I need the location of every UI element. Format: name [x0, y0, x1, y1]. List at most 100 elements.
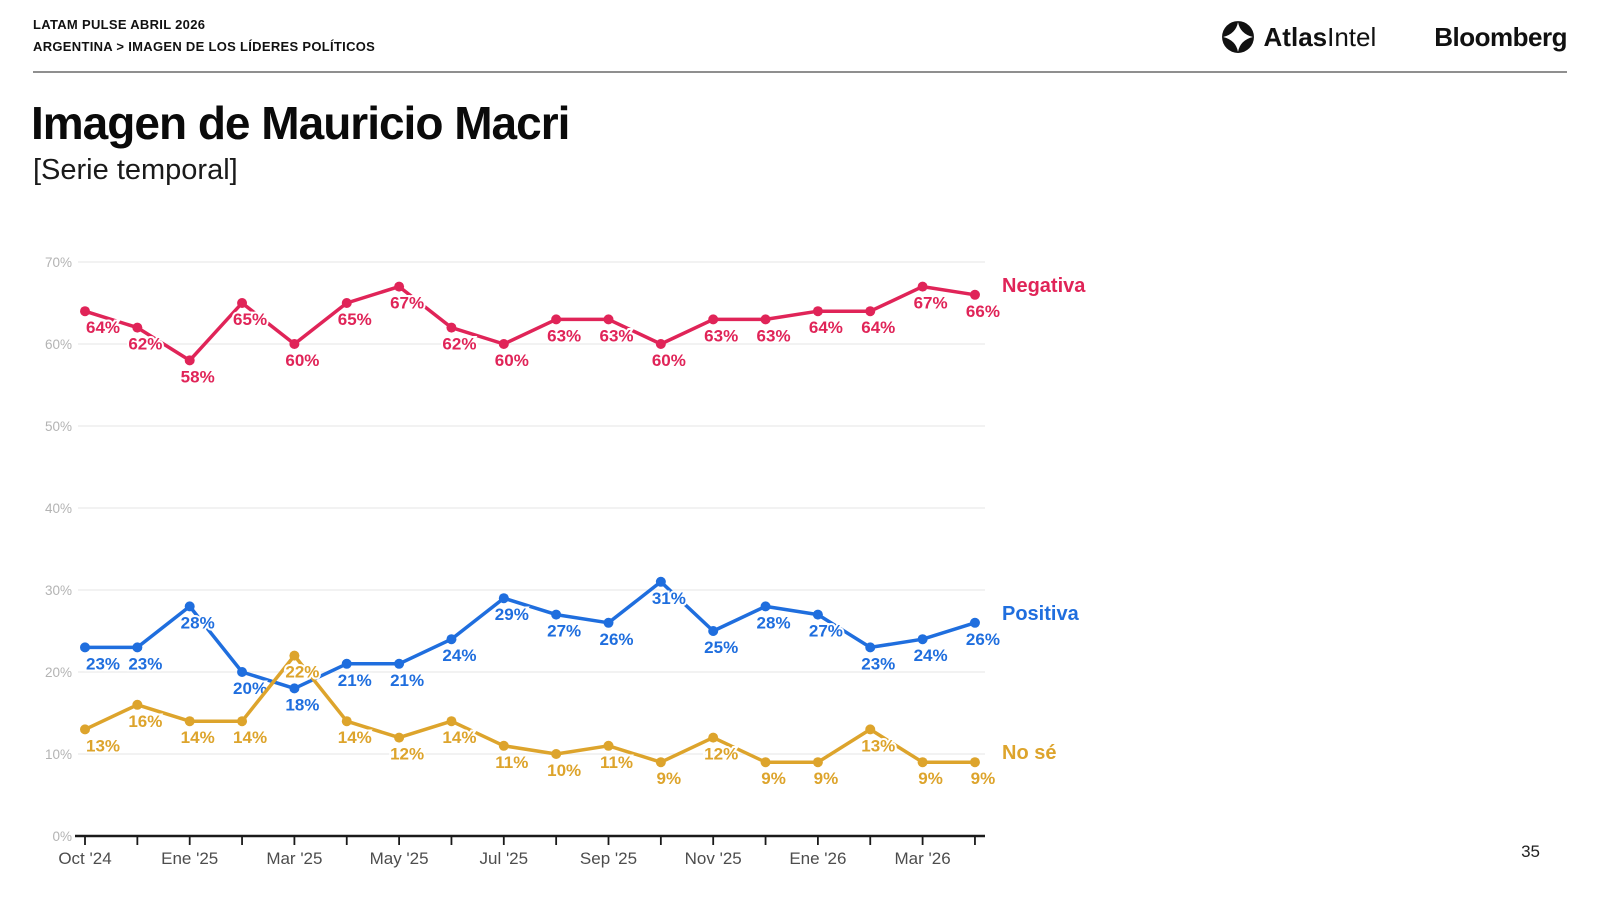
- value-label: 18%: [285, 695, 319, 714]
- value-label: 13%: [861, 736, 895, 755]
- value-label: 14%: [442, 728, 476, 747]
- value-label: 66%: [966, 302, 1000, 321]
- value-label: 64%: [86, 318, 120, 337]
- y-axis-label: 70%: [45, 255, 72, 270]
- data-point: [655, 339, 666, 349]
- value-label: 21%: [390, 671, 424, 690]
- value-label: 12%: [390, 745, 424, 764]
- data-point: [289, 650, 300, 661]
- data-point: [708, 626, 719, 636]
- y-axis-label: 30%: [45, 583, 72, 598]
- data-point: [812, 306, 823, 317]
- x-axis-label: Mar '26: [895, 849, 951, 868]
- legend-label: No sé: [1002, 742, 1056, 764]
- x-axis-label: Ene '25: [161, 849, 218, 868]
- data-point: [865, 724, 876, 735]
- data-point: [760, 757, 771, 768]
- y-axis-label: 50%: [45, 419, 72, 434]
- report-kicker: LATAM PULSE ABRIL 2026 ARGENTINA > IMAGE…: [33, 14, 375, 58]
- data-point: [917, 634, 928, 645]
- data-point: [446, 322, 457, 333]
- value-label: 26%: [966, 630, 1000, 649]
- data-point: [237, 298, 248, 308]
- legend-label: Positiva: [1002, 603, 1080, 625]
- time-series-chart: 0% 10% 20% 30% 40% 50% 60% 70% Oct '24 Ene '25 Mar…: [0, 230, 1100, 890]
- atlasintel-icon: [1221, 21, 1254, 53]
- value-label: 31%: [652, 589, 686, 608]
- page-subtitle: [Serie temporal]: [33, 154, 238, 186]
- data-point: [498, 593, 509, 604]
- value-label: 23%: [861, 654, 895, 673]
- series-line: [84, 284, 976, 363]
- atlasintel-logo: AtlasIntel: [1221, 20, 1377, 54]
- series-line: [85, 580, 976, 691]
- data-point: [708, 732, 719, 743]
- data-point: [446, 634, 457, 645]
- value-label: 60%: [495, 351, 529, 370]
- x-axis-label: Sep '25: [580, 849, 637, 868]
- data-point: [917, 757, 928, 768]
- value-label: 10%: [547, 761, 581, 780]
- atlasintel-wordmark: AtlasIntel: [1263, 21, 1377, 52]
- value-label: 67%: [914, 294, 948, 313]
- data-point: [237, 667, 248, 677]
- x-axis-label: Oct '24: [58, 849, 111, 868]
- value-label: 65%: [338, 310, 372, 329]
- value-label: 9%: [918, 769, 943, 788]
- value-label: 67%: [390, 294, 424, 313]
- data-point: [760, 601, 771, 612]
- bloomberg-logo: Bloomberg: [1434, 21, 1567, 52]
- value-label: 25%: [704, 638, 738, 657]
- series-no-sé: 13% 16% 14% 14% 22% 14% 12% 14% 11% 10% 11% 9% 12% 9%…: [80, 650, 1056, 790]
- data-point: [812, 609, 823, 620]
- data-point: [551, 314, 562, 325]
- data-point: [551, 749, 562, 759]
- x-axis-label: May '25: [370, 849, 429, 868]
- value-label: 9%: [761, 769, 786, 788]
- data-point: [603, 617, 614, 628]
- value-label: 11%: [600, 753, 633, 772]
- y-axis-label: 40%: [45, 501, 72, 516]
- data-point: [394, 658, 405, 669]
- value-label: 63%: [757, 326, 791, 345]
- value-label: 63%: [599, 326, 633, 345]
- data-point: [603, 740, 614, 751]
- y-axis-label: 20%: [45, 665, 72, 680]
- data-point: [655, 576, 666, 587]
- page-title: Imagen de Mauricio Macri: [31, 97, 570, 149]
- data-point: [969, 289, 980, 300]
- data-point: [80, 306, 90, 317]
- value-label: 13%: [86, 736, 120, 755]
- page-number: 35: [1521, 842, 1540, 861]
- value-label: 64%: [809, 318, 843, 337]
- data-point: [551, 609, 562, 620]
- value-label: 23%: [128, 654, 162, 673]
- data-point: [446, 716, 457, 727]
- data-point: [80, 642, 90, 653]
- value-label: 24%: [442, 646, 476, 665]
- data-point: [184, 601, 195, 612]
- data-point: [289, 339, 300, 349]
- value-label: 26%: [599, 630, 633, 649]
- value-label: 58%: [181, 367, 215, 386]
- brand-logos: AtlasIntel Bloomberg: [1221, 20, 1567, 54]
- data-point: [184, 355, 195, 366]
- data-point: [969, 617, 980, 628]
- x-axis-label: Nov '25: [685, 849, 742, 868]
- data-point: [394, 732, 405, 743]
- value-label: 29%: [495, 605, 529, 624]
- value-label: 21%: [338, 671, 372, 690]
- series-negativa: 64% 62% 58% 65% 60% 65% 67% 62% 60% 63% 63% 60% 63% 6…: [80, 275, 1086, 388]
- data-point: [341, 298, 352, 308]
- series-positiva: 23% 23% 28% 20% 18% 21% 21% 24% 29% 27% 26% 31% 25% 2…: [80, 576, 1080, 716]
- data-point: [917, 281, 928, 292]
- value-label: 22%: [285, 663, 319, 682]
- value-label: 12%: [704, 745, 738, 764]
- x-axis-label: Jul '25: [479, 849, 528, 868]
- kicker-line1: LATAM PULSE ABRIL 2026: [33, 17, 206, 32]
- data-point: [498, 740, 509, 751]
- value-label: 9%: [814, 769, 839, 788]
- value-label: 60%: [652, 351, 686, 370]
- x-axis-label: Mar '25: [266, 849, 322, 868]
- x-axis-label: Ene '26: [789, 849, 846, 868]
